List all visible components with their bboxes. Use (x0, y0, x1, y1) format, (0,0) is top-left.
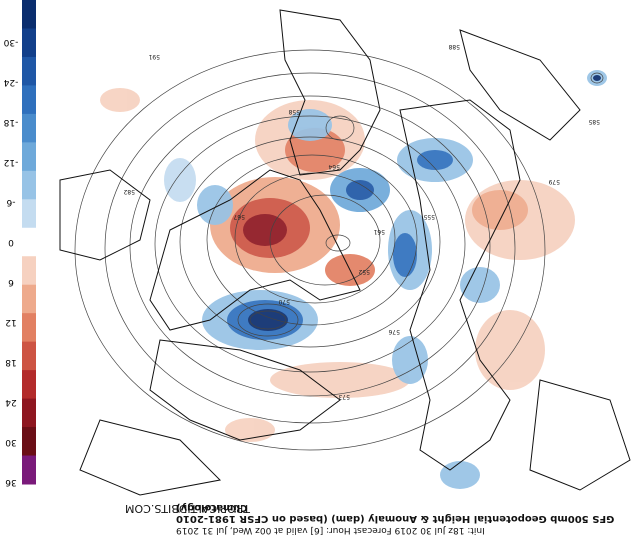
colorbar-tick-label: 0 (8, 237, 14, 247)
contour-line (590, 72, 604, 84)
contour-label: 585 (588, 118, 600, 125)
colorbar-tick-label: -24 (3, 77, 18, 87)
negative-anomalies (164, 70, 607, 489)
colorbar-tick-label: -18 (3, 117, 18, 127)
colorbar-tick-label: 24 (5, 397, 17, 407)
coastline (149, 339, 341, 441)
coastline (529, 379, 631, 491)
colorbar-band (22, 142, 36, 172)
caption: Init: 18z Jul 30 2019 Forecast Hour: [6]… (176, 502, 626, 535)
colorbar-band (22, 313, 36, 343)
colorbar-band (22, 427, 36, 457)
colorbar-tick-label: -12 (4, 157, 19, 167)
contour-line (237, 303, 299, 337)
colorbar-tick-label: -6 (6, 197, 15, 207)
contour-label: 552 (358, 268, 370, 275)
anomaly-negative (440, 461, 480, 489)
contour-label: 579 (548, 178, 560, 185)
colorbar-bands (22, 0, 36, 485)
anomaly-negative (593, 75, 601, 81)
anomaly-positive (475, 310, 545, 390)
anomaly-negative (248, 309, 288, 331)
colorbar-tick-label: 18 (5, 357, 17, 367)
contour-line (325, 234, 351, 252)
contour-line (249, 310, 287, 330)
contour-line (129, 95, 491, 397)
colorbar-band (22, 284, 36, 314)
contour-line (206, 154, 418, 326)
colorbar-band (22, 85, 36, 115)
contour-label: 591 (148, 53, 160, 60)
anomaly-positive (100, 88, 140, 112)
contour-label: 582 (123, 188, 135, 195)
colorbar-band (22, 256, 36, 286)
contour-label: 567 (233, 213, 245, 220)
coastline (279, 9, 381, 176)
colorbar-band (22, 227, 36, 257)
contour-label: 573 (338, 393, 350, 400)
coastline (459, 29, 581, 141)
colorbar-ticks: -30 -24 -18 -12 -6 0 6 12 18 24 30 36 (3, 37, 18, 487)
colorbar-band (22, 113, 36, 143)
anomaly-positive (472, 190, 528, 230)
colorbar-band (22, 0, 36, 29)
colorbar-band (22, 398, 36, 428)
colorbar-band (22, 341, 36, 371)
contour-line (269, 194, 381, 286)
contour-line (325, 115, 355, 141)
colorbar-band (22, 370, 36, 400)
coastlines (59, 9, 631, 496)
contour-label: 576 (388, 328, 400, 335)
anomaly-negative (393, 233, 417, 277)
caption-title: GFS 500mb Geopotential Height & Anomaly … (176, 502, 615, 524)
colorbar-band (22, 56, 36, 86)
colorbar-tick-label: 12 (5, 317, 16, 327)
height-anomaly-map: 591 588 585 582 579 576 573 570 567 564 561 558 555 5… (40, 0, 632, 500)
colorbar-band (22, 28, 36, 58)
colorbar-band (22, 455, 36, 485)
colorbar-tick-label: 6 (8, 277, 14, 287)
coastline (79, 419, 222, 496)
contour-label: 561 (373, 228, 385, 235)
anomaly-negative (460, 267, 500, 303)
colorbar-band (22, 170, 36, 200)
contour-labels: 591 588 585 582 579 576 573 570 567 564 561 558 555 5… (123, 43, 600, 400)
anomaly-negative (164, 158, 196, 202)
contour-label: 570 (278, 298, 290, 305)
anomaly-positive (243, 214, 287, 246)
contour-line (74, 49, 546, 451)
contour-label: 588 (448, 43, 460, 50)
colorbar: -30 -24 -18 -12 -6 0 6 12 18 24 30 36 (3, 0, 36, 487)
colorbar-tick-label: 36 (5, 477, 17, 487)
coastline (399, 99, 521, 471)
coastline (59, 169, 151, 261)
contour-label: 564 (328, 163, 340, 170)
anomaly-negative (417, 150, 453, 170)
contour-label: 558 (288, 108, 300, 115)
anomaly-positive (270, 362, 410, 398)
anomaly-negative (197, 185, 233, 225)
contour-line (154, 115, 466, 373)
anomaly-negative (346, 180, 374, 200)
contour-line (179, 136, 441, 348)
colorbar-band (22, 199, 36, 229)
colorbar-tick-label: 30 (5, 437, 17, 447)
colorbar-tick-label: -30 (3, 37, 18, 47)
coastline (149, 169, 361, 331)
contour-label: 555 (423, 213, 435, 220)
